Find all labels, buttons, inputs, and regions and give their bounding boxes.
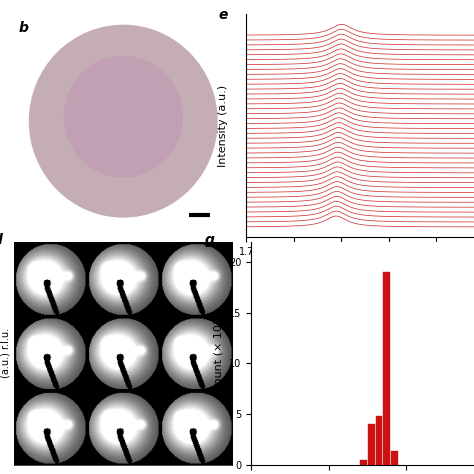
Bar bbox=[376, 416, 382, 465]
Y-axis label: Count (× 10³): Count (× 10³) bbox=[214, 315, 224, 392]
Y-axis label: (a.u.) r.l.u.: (a.u.) r.l.u. bbox=[0, 328, 10, 378]
Text: e: e bbox=[218, 8, 228, 21]
Bar bbox=[391, 451, 398, 465]
Text: d: d bbox=[0, 233, 2, 247]
Circle shape bbox=[64, 56, 182, 177]
Y-axis label: Intensity (a.u.): Intensity (a.u.) bbox=[218, 84, 228, 167]
X-axis label: Energy (eV): Energy (eV) bbox=[332, 262, 398, 272]
Circle shape bbox=[29, 26, 217, 217]
Bar bbox=[360, 460, 367, 465]
Bar bbox=[368, 424, 374, 465]
Text: b: b bbox=[18, 21, 28, 35]
Text: g: g bbox=[205, 233, 215, 247]
Bar bbox=[383, 272, 390, 465]
